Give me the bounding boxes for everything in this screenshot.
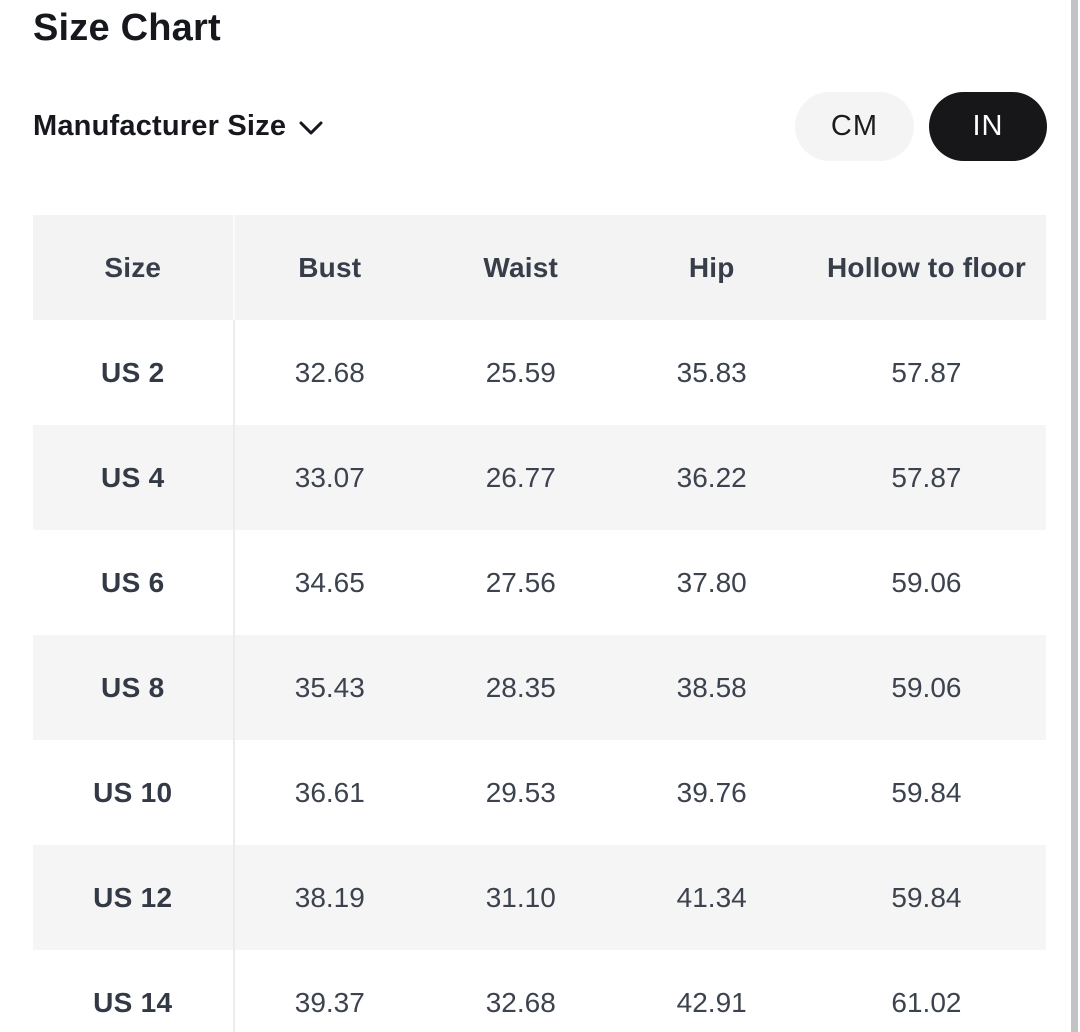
table-header-row: Size Bust Waist Hip Hollow to floor <box>33 215 1046 320</box>
value-cell: 26.77 <box>485 461 556 493</box>
size-cell: US 12 <box>33 845 235 950</box>
value-cell: 57.87 <box>891 356 962 388</box>
value-cell: 28.35 <box>485 671 556 703</box>
value-cell: 42.91 <box>676 986 747 1018</box>
size-cell: US 4 <box>33 425 235 530</box>
unit-in-button[interactable]: IN <box>929 92 1047 161</box>
value-cell: 59.84 <box>891 776 962 808</box>
size-cell: US 6 <box>33 530 235 635</box>
table-row: US 10 36.61 29.53 39.76 59.84 <box>33 740 1046 845</box>
unit-toggle: CM IN <box>794 92 1047 161</box>
value-cell: 37.80 <box>676 566 747 598</box>
table-row: US 6 34.65 27.56 37.80 59.06 <box>33 530 1046 635</box>
size-table: Size Bust Waist Hip Hollow to floor US 2 32.6… <box>33 215 1047 1032</box>
value-cell: 31.10 <box>485 881 556 913</box>
value-cell: 59.06 <box>891 566 962 598</box>
column-header-bust: Bust <box>298 251 362 283</box>
size-cell: US 8 <box>33 635 235 740</box>
value-cell: 39.76 <box>676 776 747 808</box>
value-cell: 61.02 <box>891 986 962 1018</box>
size-cell: US 2 <box>33 320 235 425</box>
value-cell: 36.61 <box>294 776 365 808</box>
value-cell: 32.68 <box>485 986 556 1018</box>
value-cell: 39.37 <box>294 986 365 1018</box>
value-cell: 59.06 <box>891 671 962 703</box>
chevron-down-icon <box>299 121 323 136</box>
manufacturer-size-dropdown[interactable]: Manufacturer Size <box>33 110 323 143</box>
value-cell: 29.53 <box>485 776 556 808</box>
table-row: US 8 35.43 28.35 38.58 59.06 <box>33 635 1046 740</box>
value-cell: 36.22 <box>676 461 747 493</box>
column-header-hollow-to-floor: Hollow to floor <box>826 251 1026 283</box>
size-cell: US 14 <box>33 950 235 1032</box>
value-cell: 25.59 <box>485 356 556 388</box>
value-cell: 57.87 <box>891 461 962 493</box>
value-cell: 35.83 <box>676 356 747 388</box>
size-cell: US 10 <box>33 740 235 845</box>
table-row: US 2 32.68 25.59 35.83 57.87 <box>33 320 1046 425</box>
vertical-scrollbar[interactable] <box>1071 0 1078 1032</box>
column-header-waist: Waist <box>483 251 559 283</box>
table-row: US 12 38.19 31.10 41.34 59.84 <box>33 845 1046 950</box>
value-cell: 38.19 <box>294 881 365 913</box>
value-cell: 59.84 <box>891 881 962 913</box>
table-row: US 14 39.37 32.68 42.91 61.02 <box>33 950 1046 1032</box>
unit-cm-button[interactable]: CM <box>794 92 914 161</box>
value-cell: 38.58 <box>676 671 747 703</box>
manufacturer-size-label: Manufacturer Size <box>33 110 287 142</box>
page-title: Size Chart <box>33 7 221 49</box>
value-cell: 32.68 <box>294 356 365 388</box>
column-header-hip: Hip <box>688 251 735 283</box>
column-header-size: Size <box>33 215 235 320</box>
controls-row: Manufacturer Size CM IN <box>33 92 1047 161</box>
value-cell: 33.07 <box>294 461 365 493</box>
value-cell: 41.34 <box>676 881 747 913</box>
value-cell: 34.65 <box>294 566 365 598</box>
table-row: US 4 33.07 26.77 36.22 57.87 <box>33 425 1046 530</box>
value-cell: 27.56 <box>485 566 556 598</box>
value-cell: 35.43 <box>294 671 365 703</box>
